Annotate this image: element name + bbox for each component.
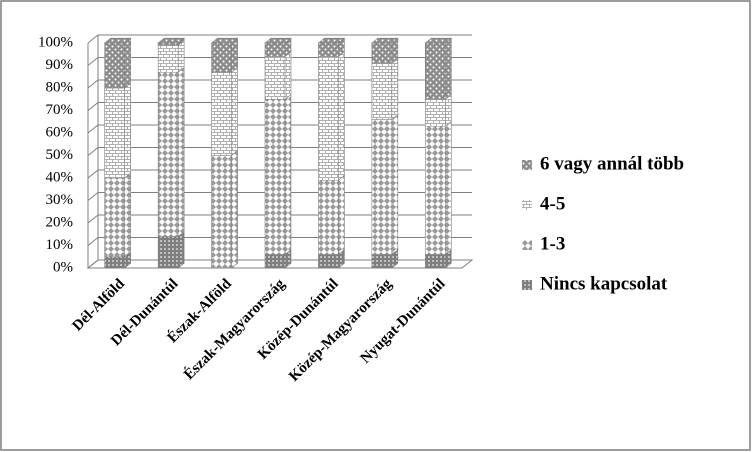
bar-top [264, 37, 292, 44]
y-tick-label: 10% [46, 237, 74, 253]
grid-line [87, 192, 472, 201]
grid-line [87, 169, 472, 179]
bar-segment [318, 51, 345, 181]
y-tick-label: 90% [46, 57, 74, 73]
y-tick-label: 70% [46, 102, 74, 118]
bar-segment [371, 57, 399, 121]
bar-top [424, 37, 453, 44]
bar-segment [371, 114, 399, 256]
bar-segment [157, 66, 185, 238]
y-tick-label: 40% [46, 169, 74, 185]
legend-swatch [522, 280, 532, 290]
bar-segment [211, 66, 238, 157]
grid-line [87, 124, 472, 134]
grid-line [87, 57, 472, 66]
y-tick-label: 20% [46, 214, 74, 230]
y-tick-label: 30% [46, 192, 74, 208]
y-tick-label: 0% [53, 259, 73, 275]
y-tick-label: 60% [46, 124, 74, 140]
legend-label: 1-3 [540, 233, 565, 254]
bar-top [157, 37, 185, 44]
bar-top [371, 37, 399, 44]
grid-line [87, 79, 472, 89]
grid-line [87, 102, 472, 111]
legend-swatch [522, 240, 532, 250]
grid-line [87, 147, 472, 156]
bar-top [210, 37, 239, 44]
bar-segment [211, 37, 238, 73]
bar-segment [264, 93, 292, 256]
y-tick-label: 80% [46, 79, 74, 95]
bar-top [103, 37, 132, 44]
bar-segment [104, 172, 132, 258]
legend-swatch [522, 160, 532, 170]
y-tick-label: 100% [38, 34, 73, 50]
bar-segment [264, 51, 292, 100]
legend-label: 4-5 [540, 193, 565, 214]
grid-line [87, 237, 472, 246]
grid-line [87, 34, 472, 44]
bar-top [317, 37, 346, 44]
grid-line [87, 214, 472, 224]
legend-swatch [522, 200, 532, 210]
legend-label: Nincs kapcsolat [540, 273, 668, 294]
bar-segment [424, 37, 452, 100]
bar-segment [104, 37, 132, 89]
bar-segment [424, 120, 452, 256]
bar-segment [157, 231, 185, 269]
y-tick-label: 50% [46, 147, 74, 163]
grid-line [87, 259, 472, 269]
bar-segment [211, 150, 238, 269]
legend-label: 6 vagy annál több [540, 153, 684, 174]
bar-segment [104, 82, 132, 179]
bar-segment [318, 174, 345, 256]
